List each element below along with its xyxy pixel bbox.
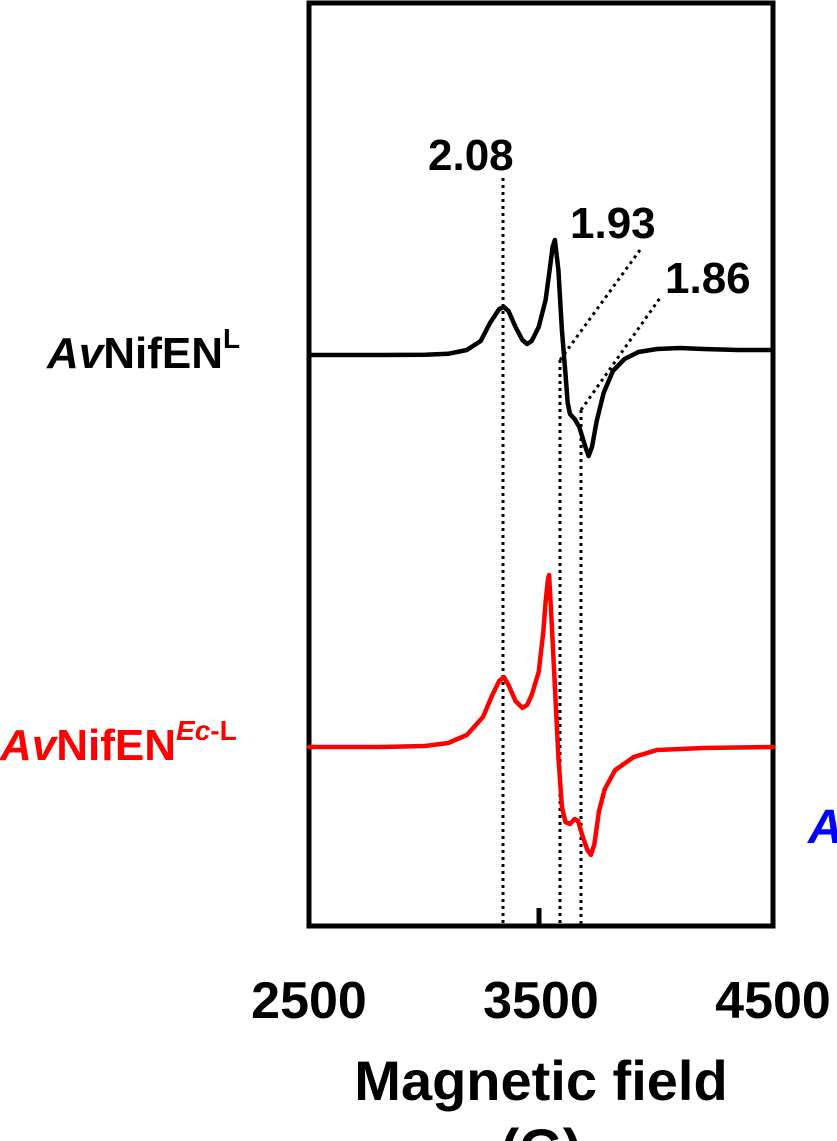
series-label-partial: A [807, 801, 837, 854]
plot-frame [306, 0, 776, 929]
x-tick-label-2500: 2500 [251, 972, 367, 1030]
annotation-g-2-08: 2.08 [428, 131, 514, 180]
series-label-avnifen-l-superscript: L [223, 323, 240, 354]
x-tick-label-3500: 3500 [483, 972, 599, 1030]
guide-1-86-leader [579, 297, 662, 411]
x-axis-unit: (G) [501, 1117, 582, 1141]
series-line-avnifen-l [306, 237, 776, 459]
x-tick-label-4500: 4500 [715, 972, 831, 1030]
guide-1-93-leader [558, 249, 642, 361]
g-value-guides [501, 178, 662, 926]
series-label-avnifen-ec-l: AvNifENEc-L [0, 715, 237, 770]
series-label-avnifen-l: AvNifENL [46, 323, 240, 378]
series-label-avnifen-ec-l-superscript: Ec-L [176, 715, 237, 746]
annotation-g-1-93: 1.93 [570, 199, 656, 248]
series-line-avnifen-ec-l [306, 572, 776, 858]
annotation-g-1-86: 1.86 [665, 254, 751, 303]
x-axis-label: Magnetic field [354, 1049, 727, 1112]
